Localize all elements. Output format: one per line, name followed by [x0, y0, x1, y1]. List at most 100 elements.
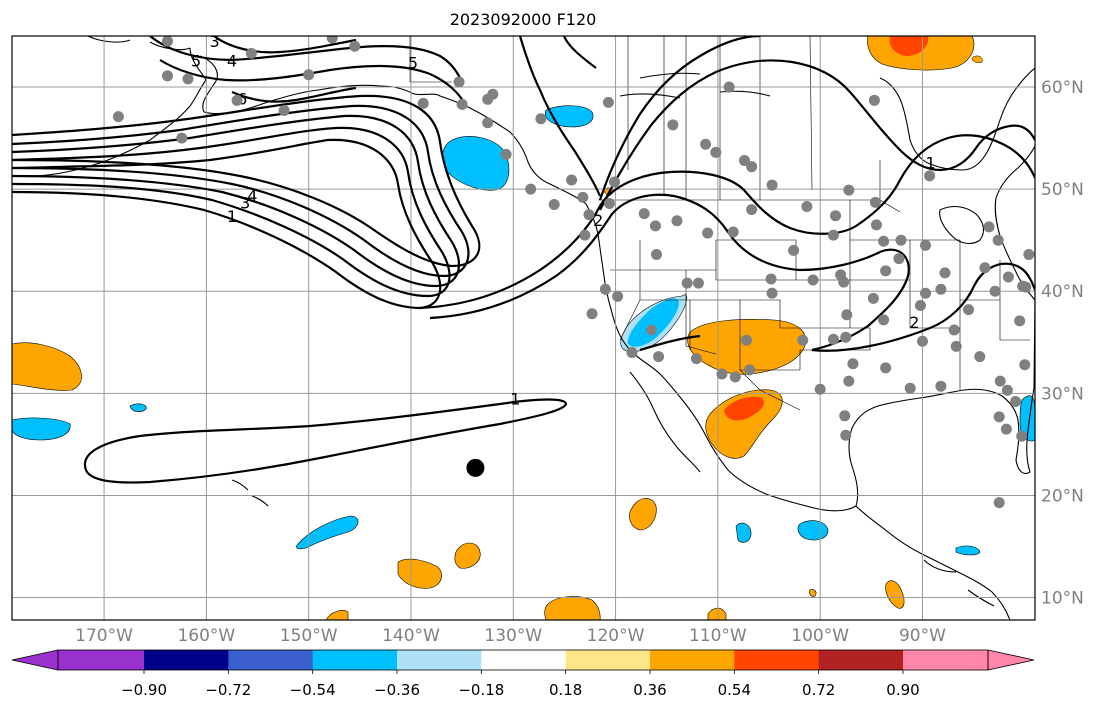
lon-tick-label: 100°W — [791, 626, 849, 646]
station-markers — [112, 36, 1035, 509]
shaded-anomaly-fields — [12, 36, 1035, 620]
colorbar-bin — [565, 650, 651, 670]
station-dot — [993, 497, 1005, 509]
station-dot — [830, 210, 842, 222]
station-dot — [992, 234, 1004, 246]
lat-tick-label: 20°N — [1041, 486, 1084, 506]
station-dot — [869, 196, 881, 208]
lon-tick-label: 170°W — [75, 626, 133, 646]
station-dot — [994, 375, 1006, 387]
station-dot — [950, 340, 962, 352]
station-dot — [626, 347, 638, 359]
station-dot — [974, 351, 986, 363]
station-dot — [303, 69, 315, 81]
colorbar-bin — [397, 650, 482, 670]
station-dot — [525, 183, 537, 195]
station-dot — [727, 226, 739, 238]
station-dot — [893, 253, 905, 265]
contour-label: 1 — [227, 207, 237, 226]
station-dot — [579, 229, 591, 241]
station-dot — [671, 215, 683, 227]
station-dot — [766, 287, 778, 299]
station-dot — [840, 331, 852, 343]
lat-tick-label: 60°N — [1041, 78, 1084, 98]
map-layers: 345564312112 — [12, 32, 1035, 620]
station-dot — [904, 382, 916, 394]
station-dot — [1014, 315, 1026, 327]
station-dot — [989, 285, 1001, 297]
station-dot — [487, 88, 499, 100]
station-dot — [692, 277, 704, 289]
station-dot — [690, 353, 702, 365]
station-dot — [741, 334, 753, 346]
station-dot — [456, 98, 468, 110]
station-dot — [417, 97, 429, 109]
colorbar-tick-label: 0.54 — [718, 681, 751, 699]
station-dot — [835, 269, 847, 281]
station-dot — [349, 40, 361, 52]
contour-label: 4 — [247, 186, 257, 205]
colorbar-tick-label: 0.36 — [633, 681, 666, 699]
station-dot — [920, 239, 932, 251]
station-dot — [935, 380, 947, 392]
station-dot — [744, 364, 756, 376]
positive-anomaly-small-3 — [707, 607, 727, 620]
colorbar-bin — [734, 650, 820, 670]
contour-label: 2 — [909, 313, 919, 332]
station-dot — [916, 335, 928, 347]
station-dot — [326, 36, 338, 44]
positive-anomaly-south-edge — [544, 596, 601, 620]
colorbar-tick-label: 0.18 — [549, 681, 582, 699]
positive-anomaly-central-pacific-1 — [397, 558, 442, 589]
station-dot — [583, 209, 595, 221]
contour-label: 5 — [191, 52, 201, 71]
negative-anomaly-caribbean — [955, 545, 981, 556]
station-dot — [963, 304, 975, 316]
station-dot — [609, 176, 621, 188]
lat-tick-label: 40°N — [1041, 282, 1084, 302]
longitude-tick-labels: 170°W 160°W 150°W 140°W 130°W 120°W 110°W 100°W… — [75, 626, 946, 646]
contour-label: 5 — [408, 54, 418, 73]
station-dot — [1023, 248, 1035, 260]
station-dot — [843, 184, 855, 196]
negative-anomaly-bc-interior — [545, 105, 594, 128]
colorbar-tick-label: −0.72 — [205, 681, 251, 699]
station-dot — [839, 410, 851, 422]
lon-tick-label: 130°W — [484, 626, 542, 646]
colorbar-bin — [481, 650, 567, 670]
lat-tick-label: 10°N — [1041, 589, 1084, 609]
station-dot — [482, 117, 494, 129]
positive-anomaly-northern-mexico — [705, 389, 783, 459]
station-dot — [577, 191, 589, 203]
station-dot — [878, 314, 890, 326]
station-dot — [814, 383, 826, 395]
station-dot — [1020, 281, 1032, 293]
colorbar-tick-label: 0.90 — [886, 681, 919, 699]
station-dot — [566, 174, 578, 186]
station-dot — [653, 351, 665, 363]
lon-tick-label: 150°W — [280, 626, 338, 646]
chart-title: 2023092000 F120 — [450, 10, 597, 29]
station-dot — [231, 94, 243, 106]
contour-label: 3 — [209, 32, 219, 51]
colorbar-bin — [903, 650, 988, 670]
positive-anomaly-central-pacific-2 — [454, 542, 481, 569]
station-dot — [500, 148, 512, 160]
station-dot — [1019, 359, 1031, 371]
station-dot — [878, 235, 890, 247]
positive-anomaly-small-6 — [971, 55, 983, 64]
colorbar-tick-label: −0.18 — [458, 681, 504, 699]
colorbar-extend-max — [987, 649, 1035, 671]
station-dot — [278, 105, 290, 117]
colorbar-tick-label: −0.36 — [374, 681, 420, 699]
station-dot — [638, 208, 650, 220]
station-dot — [924, 170, 936, 182]
station-dot — [681, 277, 693, 289]
colorbar-outline — [57, 649, 989, 671]
station-dot — [700, 138, 712, 150]
station-dot — [880, 265, 892, 277]
negative-anomaly-east-pacific — [797, 520, 829, 541]
station-dot — [746, 161, 758, 173]
positive-anomaly-west-pacific — [12, 342, 82, 391]
strong-positive-anomaly-northern-mexico — [724, 396, 765, 421]
